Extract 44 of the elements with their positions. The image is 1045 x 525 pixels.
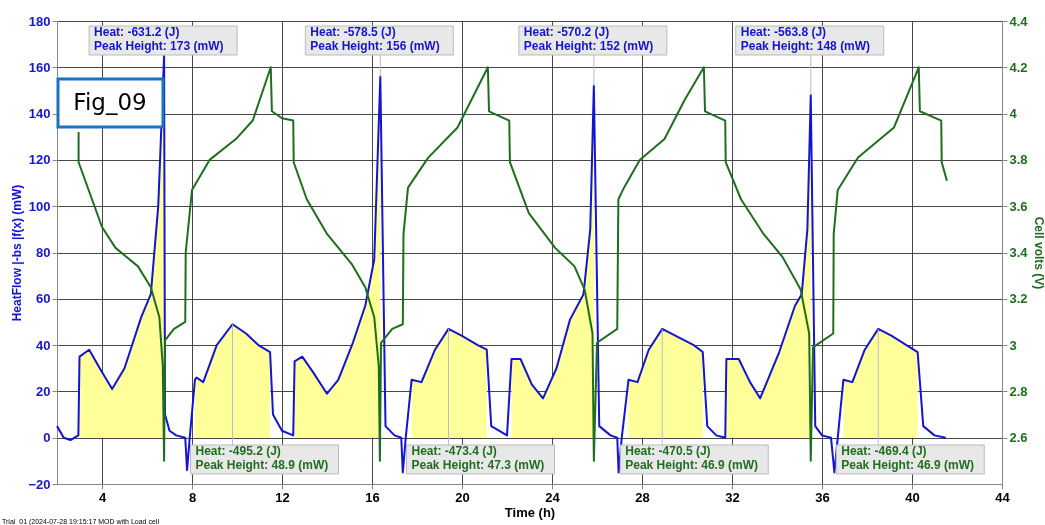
annotation: Heat: -469.4 (J) Peak Height: 46.9 (mW) [841,444,974,472]
annotation: Heat: -631.2 (J) Peak Height: 173 (mW) [94,25,224,53]
annotation: Heat: -570.2 (J) Peak Height: 152 (mW) [523,25,654,53]
y-tick-label: −20 [28,476,51,492]
annotation: Heat: -473.4 (J) Peak Height: 47.3 (mW) [411,444,545,472]
y-tick-label: 60 [36,291,51,307]
y-axis-title: HeatFlow |-bs |f(x) (mW) [10,184,25,322]
annotation: Fig_09 [73,89,147,115]
annotation: Heat: -470.5 (J) Peak Height: 46.9 (mW) [625,444,758,472]
x-tick-label: 20 [455,489,470,505]
x-tick-label: 36 [815,489,830,505]
y2-tick-label: 3 [1009,337,1017,353]
y-tick-label: 80 [36,245,51,260]
y-tick-label: 140 [28,106,51,122]
annotation: Heat: -495.2 (J) Peak Height: 48.9 (mW) [195,444,329,472]
annotation: Heat: -563.8 (J) Peak Height: 148 (mW) [740,25,871,53]
y-tick-label: 160 [28,59,51,75]
x-tick-label: 44 [995,489,1011,505]
y-tick-label: 20 [36,383,51,399]
x-tick-label: 24 [545,489,561,505]
annotation: Heat: -578.5 (J) Peak Height: 156 (mW) [310,25,440,53]
y2-tick-label: 4.2 [1009,59,1028,75]
y-tick-label: 120 [28,152,51,168]
y2-tick-label: 4 [1009,106,1018,122]
x-tick-label: 16 [365,489,380,505]
y-tick-label: 180 [28,13,51,29]
y2-tick-label: 3.4 [1009,245,1029,260]
x-tick-label: 32 [725,489,740,505]
x-tick-label: 12 [275,489,290,505]
y2-tick-label: 4.4 [1009,13,1029,29]
x-tick-label: 8 [188,489,197,505]
y2-axis-title: Cell volts (V) [1031,216,1045,290]
y2-tick-label: 3.8 [1009,152,1028,168]
y-tick-label: 100 [28,198,51,214]
y2-tick-label: 2.6 [1009,430,1028,446]
x-tick-label: 28 [635,489,650,505]
y2-tick-label: 3.2 [1009,291,1028,307]
y-tick-label: 0 [43,430,51,446]
y2-tick-label: 2.8 [1009,383,1028,399]
x-axis-title: Time (h) [504,504,556,520]
x-tick-label: 40 [905,489,920,505]
y-tick-label: 40 [36,337,51,353]
y2-tick-label: 3.6 [1009,198,1028,214]
x-tick-label: 4 [98,489,107,505]
